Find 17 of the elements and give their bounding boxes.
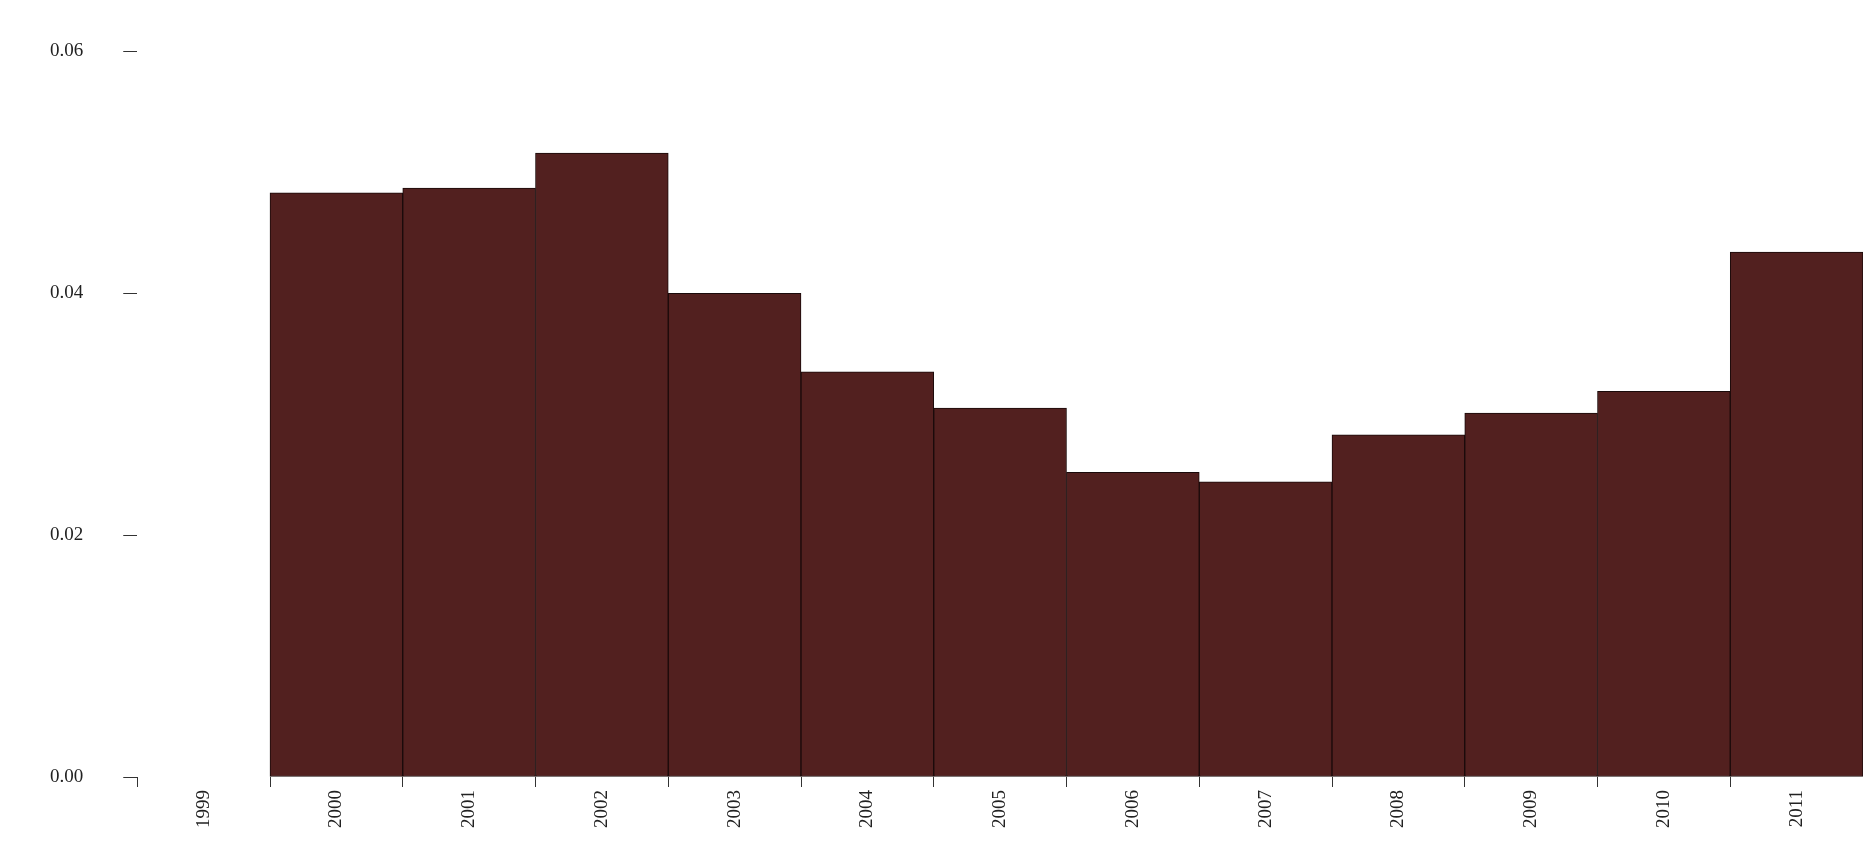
y-tick-label: 0.06 bbox=[50, 39, 84, 61]
x-tick-label: 2001 bbox=[457, 790, 479, 828]
x-tick-label: 2010 bbox=[1651, 790, 1673, 828]
x-tick-label: 2004 bbox=[855, 789, 877, 828]
x-tick-label: 2000 bbox=[324, 790, 346, 828]
x-tick-label: 2009 bbox=[1519, 790, 1541, 828]
y-tick-label: 0.02 bbox=[50, 523, 84, 545]
x-tick-label: 2002 bbox=[589, 790, 611, 828]
x-tick-label: 2006 bbox=[1120, 790, 1142, 828]
x-tick-label: 2003 bbox=[722, 790, 744, 828]
x-tick-label: 1999 bbox=[191, 790, 213, 828]
y-tick-label: 0.00 bbox=[50, 764, 84, 786]
x-tick-label: 2011 bbox=[1784, 790, 1806, 828]
y-tick-label: 0.04 bbox=[50, 281, 84, 303]
x-tick-label: 2007 bbox=[1253, 790, 1275, 828]
x-tick-label: 2008 bbox=[1386, 790, 1408, 828]
x-tick-label: 2005 bbox=[988, 790, 1010, 828]
